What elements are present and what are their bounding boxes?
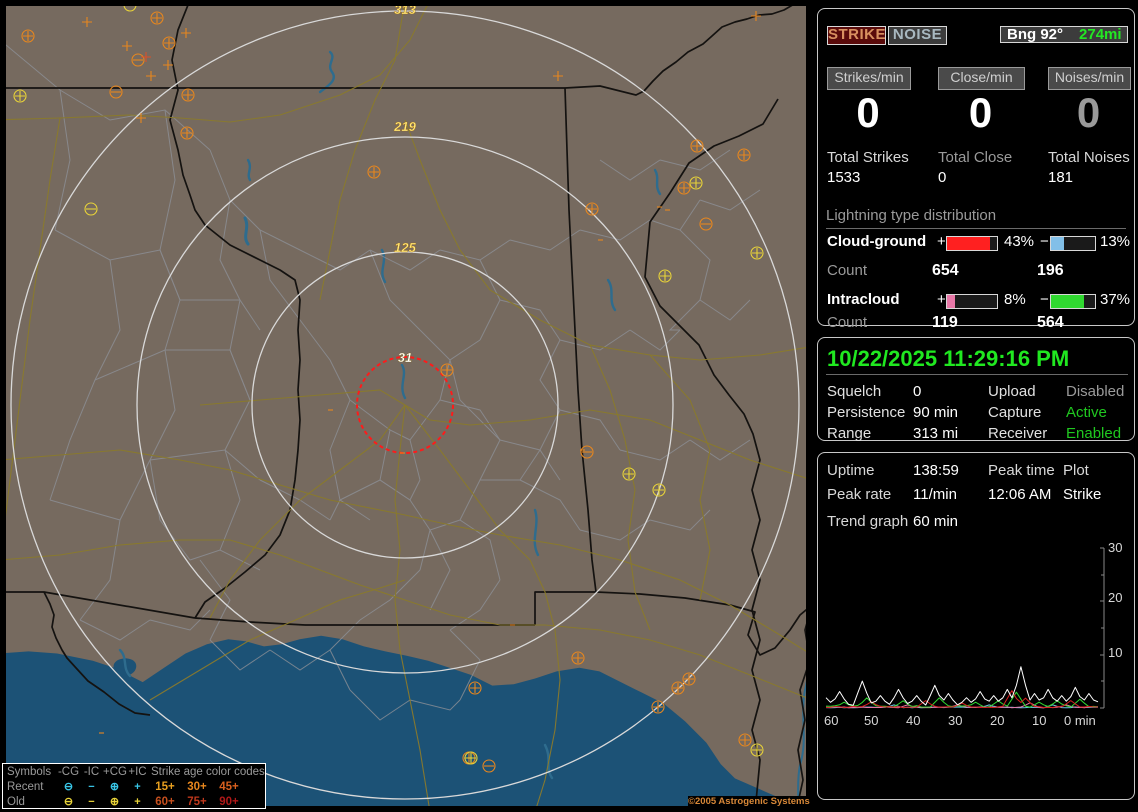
svg-text:40: 40	[906, 713, 920, 728]
svg-text:313: 313	[394, 6, 416, 17]
svg-text:10: 10	[1108, 645, 1122, 660]
svg-text:30: 30	[948, 713, 962, 728]
svg-text:125: 125	[394, 240, 416, 255]
svg-text:0 min: 0 min	[1064, 713, 1096, 728]
svg-text:219: 219	[393, 119, 416, 134]
svg-text:31: 31	[398, 350, 412, 365]
svg-text:20: 20	[990, 713, 1004, 728]
svg-text:60: 60	[824, 713, 838, 728]
svg-text:50: 50	[864, 713, 878, 728]
svg-text:20: 20	[1108, 590, 1122, 605]
svg-text:10: 10	[1032, 713, 1046, 728]
svg-text:30: 30	[1108, 543, 1122, 555]
